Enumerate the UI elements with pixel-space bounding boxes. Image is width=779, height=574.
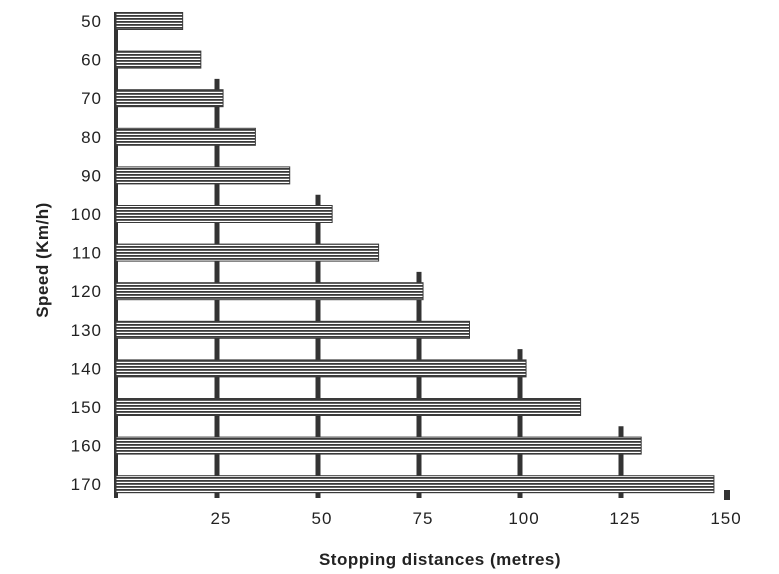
y-tick-110: 110 (72, 244, 102, 263)
bar-170 (115, 475, 715, 494)
gridline-end-mark (724, 490, 730, 500)
x-axis-title: Stopping distances (metres) (319, 550, 561, 569)
x-tick-50: 50 (312, 509, 333, 528)
y-tick-120: 120 (71, 282, 102, 301)
y-tick-170: 170 (71, 475, 102, 494)
bar-100 (115, 205, 333, 223)
y-tick-140: 140 (71, 359, 102, 378)
bar-150 (115, 398, 582, 416)
bar-140 (115, 359, 527, 378)
y-tick-50: 50 (81, 12, 102, 31)
x-tick-75: 75 (413, 509, 434, 528)
bar-90 (115, 166, 291, 185)
y-tick-150: 150 (71, 398, 102, 417)
bar-130 (115, 320, 470, 339)
y-tick-130: 130 (71, 321, 102, 340)
y-axis-title: Speed (Km/h) (33, 202, 52, 318)
bar-160 (115, 436, 642, 455)
bar-80 (115, 127, 256, 146)
x-tick-125: 125 (609, 509, 640, 528)
x-tick-25: 25 (211, 509, 232, 528)
x-tick-100: 100 (508, 509, 539, 528)
y-tick-100: 100 (71, 205, 102, 224)
x-tick-labels: 25 50 75 100 125 150 (211, 509, 741, 528)
bar-110 (115, 243, 380, 262)
y-tick-80: 80 (81, 128, 102, 147)
bar-120 (115, 282, 424, 301)
x-tick-150: 150 (710, 509, 741, 528)
bar-50 (115, 12, 184, 30)
y-tick-70: 70 (81, 89, 102, 108)
bars (115, 12, 715, 494)
y-tick-160: 160 (71, 437, 102, 456)
y-tick-90: 90 (81, 166, 102, 185)
y-tick-60: 60 (81, 51, 102, 70)
bar-60 (115, 50, 202, 69)
y-tick-labels: 50 60 70 80 90 100 110 120 130 140 150 160 170 (71, 12, 102, 494)
bar-70 (115, 89, 224, 108)
